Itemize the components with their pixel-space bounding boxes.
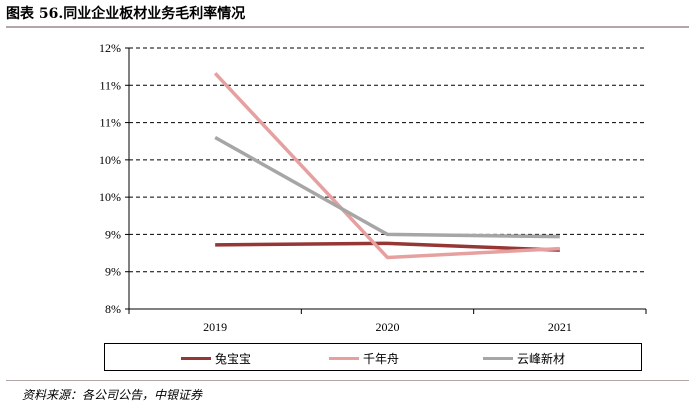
legend-label: 云峰新材 (517, 352, 566, 366)
y-tick-label: 10% (99, 190, 121, 204)
y-tick-label: 10% (99, 153, 121, 167)
series-line (215, 241, 560, 252)
legend-item: 云峰新材 (483, 350, 565, 367)
legend-swatch (181, 357, 211, 360)
legend-swatch (329, 357, 359, 360)
axes (128, 48, 646, 310)
legend: 兔宝宝 千年舟 云峰新材 (104, 343, 642, 371)
x-tick-label: 2020 (376, 320, 400, 334)
x-tick-label: 2019 (203, 320, 227, 334)
x-axis-ticks: 2019 2020 2021 (128, 309, 647, 334)
legend-item: 千年舟 (329, 350, 399, 367)
series-lines (213, 72, 560, 260)
series-line (213, 72, 560, 260)
y-tick-label: 11% (99, 78, 121, 92)
chart-title: 图表 56.同业企业板材业务毛利率情况 (6, 6, 246, 22)
y-axis-ticks: 8% 9% 9% 10% 10% 11% 11% 12% (99, 41, 129, 316)
source-divider (6, 380, 689, 381)
y-tick-label: 9% (105, 265, 121, 279)
y-tick-label: 12% (99, 41, 121, 55)
y-tick-label: 9% (105, 227, 121, 241)
legend-swatch (483, 357, 513, 360)
legend-label: 兔宝宝 (215, 352, 252, 366)
x-tick-label: 2021 (548, 320, 572, 334)
series-line (214, 135, 560, 239)
y-tick-label: 11% (99, 116, 121, 130)
legend-label: 千年舟 (363, 352, 400, 366)
gridlines (129, 47, 646, 273)
source-note: 资料来源：各公司公告，中银证券 (22, 388, 203, 402)
y-tick-label: 8% (105, 302, 121, 316)
title-divider (6, 26, 689, 28)
legend-item: 兔宝宝 (181, 350, 251, 367)
